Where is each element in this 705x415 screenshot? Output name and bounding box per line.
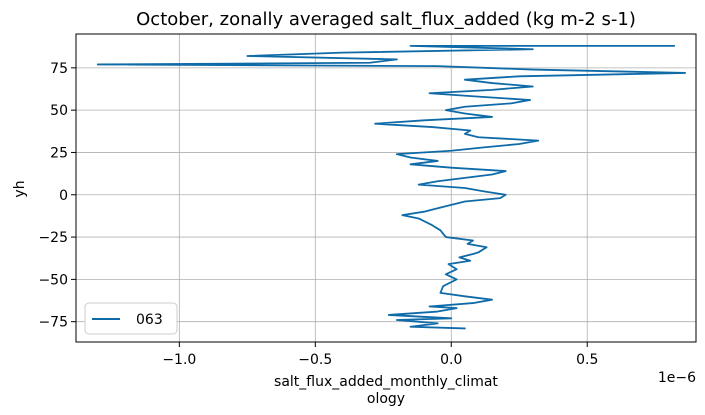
data-series: [96, 44, 687, 330]
plot-area: [76, 34, 696, 342]
y-tick-label: −50: [38, 272, 68, 288]
plot-frame: [75, 33, 697, 343]
legend: 063: [84, 302, 178, 335]
chart-title: October, zonally averaged salt_flux_adde…: [136, 9, 636, 30]
axis-ticks: −1.0 −0.5 0.0 0.5 −75 −50 −25 0 25 50 75: [38, 61, 598, 368]
grid-lines: [76, 34, 696, 342]
y-axis-label: yh: [12, 180, 28, 197]
y-tick-label: −75: [38, 315, 68, 331]
x-tick-label: −0.5: [298, 352, 332, 368]
x-tick-label: 0.0: [440, 352, 462, 368]
y-tick-label: 50: [50, 103, 68, 119]
x-offset-label: 1e−6: [658, 370, 696, 386]
y-tick-label: 0: [59, 188, 68, 204]
y-tick-label: 75: [50, 61, 68, 77]
y-tick-label: −25: [38, 230, 68, 246]
x-tick-label: 0.5: [576, 352, 598, 368]
legend-label: 063: [136, 312, 163, 328]
y-tick-label: 25: [50, 145, 68, 161]
x-axis-label: salt_flux_added_monthly_climat ology: [274, 374, 498, 407]
x-tick-label: −1.0: [162, 352, 196, 368]
legend-box: [84, 302, 178, 335]
series-line-063: [96, 44, 687, 330]
